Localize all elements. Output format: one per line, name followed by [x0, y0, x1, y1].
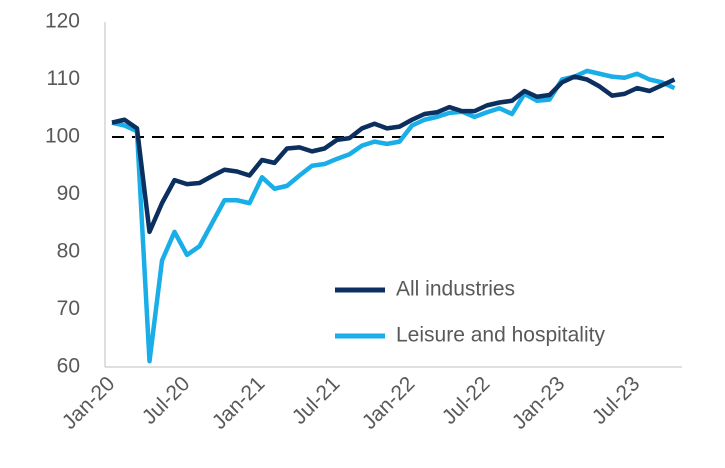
x-tick-label: Jan-21 — [208, 372, 270, 434]
line-series — [111, 68, 676, 364]
x-tick-label: Jul-20 — [138, 372, 195, 429]
x-tick-label: Jul-23 — [588, 372, 645, 429]
x-tick-label: Jul-22 — [438, 372, 495, 429]
line-series — [111, 74, 676, 235]
y-tick-label: 80 — [57, 240, 80, 263]
y-tick-label: 70 — [57, 297, 80, 320]
legend-label: All industries — [396, 278, 515, 301]
x-tick-label: Jan-22 — [358, 372, 420, 434]
y-tick-label: 120 — [45, 10, 80, 33]
y-tick-label: 110 — [47, 67, 80, 90]
x-tick-label: Jan-20 — [58, 372, 120, 434]
x-tick-label: Jul-21 — [288, 372, 345, 429]
legend-label: Leisure and hospitality — [396, 324, 605, 347]
y-tick-label: 60 — [57, 355, 80, 378]
x-tick-label: Jan-23 — [508, 372, 570, 434]
y-tick-label: 100 — [45, 125, 80, 148]
y-tick-label: 90 — [57, 182, 80, 205]
